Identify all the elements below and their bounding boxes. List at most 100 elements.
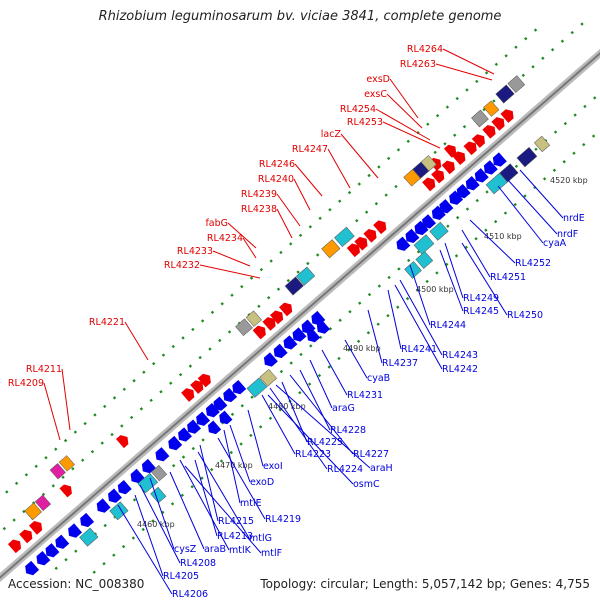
bottom-gene-leader: [321, 349, 348, 396]
bottom-gene-label: RL4206: [172, 589, 208, 600]
top-gene-leader: [276, 208, 293, 239]
kbp-tick-label: 4520 kbp: [550, 176, 588, 185]
gc-track-dot: [64, 558, 68, 562]
gc-track-dot: [172, 463, 176, 468]
gc-track-dot: [200, 476, 204, 480]
gc-track-dot: [230, 412, 235, 417]
gc-track-dot: [257, 304, 261, 308]
gc-track-dot: [266, 296, 271, 300]
bottom-feature-box: [79, 527, 99, 547]
gc-track-dot: [61, 475, 65, 479]
gc-track-dot: [139, 407, 144, 411]
gc-track-dot: [387, 275, 391, 280]
bottom-feature-box: [109, 501, 129, 521]
gc-track-dot: [298, 390, 302, 395]
gc-track-dot: [366, 331, 371, 335]
gc-track-dot: [309, 344, 313, 348]
gc-track-dot: [374, 201, 379, 206]
bottom-gene-label: RL4223: [295, 449, 331, 460]
gc-track-dot: [276, 287, 281, 291]
gc-track-dot: [2, 526, 7, 531]
gc-track-dot: [503, 211, 508, 215]
topology-label: Topology: circular; Length: 5,057,142 bp…: [260, 577, 590, 591]
bottom-gene-label: mtlK: [229, 545, 252, 556]
gc-track-dot: [327, 365, 331, 369]
top-feature-box: [24, 502, 42, 521]
bottom-gene-leader: [439, 249, 464, 312]
gc-track-dot: [386, 313, 390, 318]
gc-track-dot: [435, 113, 440, 118]
gc-track-dot: [161, 353, 166, 357]
blue-gene-arrow: [155, 447, 170, 462]
gc-track-dot: [485, 190, 489, 194]
top-gene-label: RL4246: [259, 159, 295, 170]
gc-track-dot: [201, 438, 205, 442]
gc-track-dot: [338, 199, 342, 203]
bottom-gene-label: exoI: [263, 461, 283, 472]
top-feature-box: [49, 463, 66, 480]
gc-track-dot: [73, 430, 78, 434]
top-gene-label: exsC: [364, 89, 387, 100]
gc-track-dot: [562, 160, 566, 164]
gc-track-dot: [462, 124, 467, 129]
bottom-gene-label: exoD: [250, 477, 274, 488]
gc-track-dot: [550, 48, 555, 52]
gc-track-dot: [533, 28, 538, 32]
red-gene-arrow: [190, 380, 204, 394]
bottom-gene-label: nrdF: [557, 229, 578, 240]
gc-track-dot: [54, 566, 58, 570]
bottom-gene-label: RL4225: [307, 437, 343, 448]
gc-track-dot: [504, 54, 508, 58]
bottom-gene-leader: [217, 437, 266, 520]
gc-track-dot: [560, 39, 565, 43]
gc-track-dot: [190, 485, 194, 489]
red-gene-arrow: [463, 141, 477, 156]
bottom-gene-label: RL4237: [382, 358, 418, 369]
blue-gene-arrow: [45, 543, 60, 558]
bottom-gene-label: mtlE: [240, 498, 262, 509]
gc-track-dot: [269, 259, 273, 263]
top-feature-box: [321, 239, 341, 259]
bottom-gene-leader: [267, 394, 354, 485]
top-gene-label: RL4209: [8, 378, 44, 389]
gc-track-dot: [5, 490, 9, 494]
gc-track-dot: [151, 519, 155, 523]
gc-track-dot: [347, 348, 351, 352]
gc-track-dot: [307, 382, 312, 386]
blue-gene-arrow: [96, 498, 111, 513]
gc-track-dot: [315, 253, 320, 257]
blue-gene-arrow: [474, 168, 489, 183]
gc-track-dot: [582, 142, 586, 147]
gc-track-dot: [169, 381, 173, 385]
gc-track-dot: [34, 464, 38, 468]
blue-gene-arrow: [205, 403, 220, 418]
gc-track-dot: [475, 198, 479, 203]
gc-track-dot: [406, 139, 410, 143]
blue-gene-arrow: [465, 176, 480, 191]
gc-track-dot: [14, 481, 19, 486]
gc-track-dot: [407, 258, 411, 263]
gc-track-dot: [220, 302, 224, 306]
bottom-gene-leader: [275, 384, 371, 469]
gc-track-dot: [298, 233, 303, 238]
bottom-gene-label: RL4213: [217, 531, 253, 542]
bottom-gene-leader: [139, 484, 181, 564]
gc-track-dot: [552, 168, 557, 172]
gc-track-dot: [454, 254, 459, 258]
gc-track-dot: [475, 79, 479, 84]
red-gene-arrow: [422, 177, 436, 192]
gc-track-dot: [347, 190, 352, 195]
blue-gene-arrow: [483, 160, 498, 175]
blue-gene-arrow: [80, 512, 95, 528]
gc-track-dot: [289, 242, 293, 246]
gc-track-dot: [180, 493, 185, 497]
bottom-gene-label: RL4243: [442, 350, 478, 361]
gc-track-dot: [317, 373, 322, 378]
gc-track-dot: [328, 327, 333, 331]
kbp-tick-label: 4480 kbp: [268, 402, 306, 411]
bottom-gene-leader: [461, 242, 508, 316]
bottom-gene-label: nrdE: [563, 213, 585, 224]
red-gene-arrow: [471, 134, 486, 148]
top-gene-leader: [242, 237, 257, 259]
bottom-gene-leader: [461, 229, 491, 278]
